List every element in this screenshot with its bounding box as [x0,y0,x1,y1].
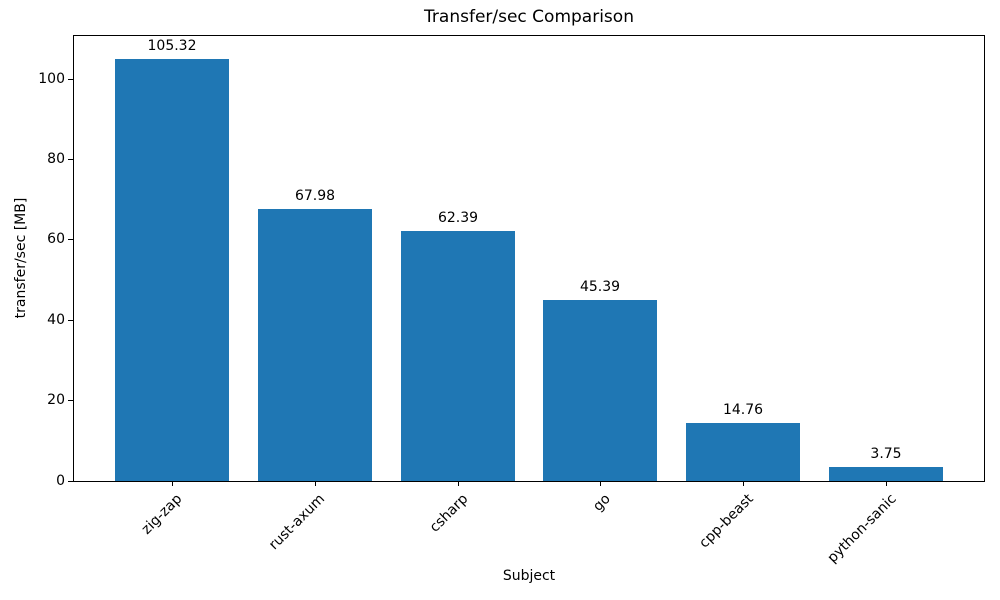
x-tick-mark [172,482,173,486]
bar-value-label: 105.32 [147,38,197,54]
x-tick-mark [458,482,459,486]
bar-csharp [401,231,515,481]
bar-go [543,300,657,481]
x-tick-label: python-sanic [824,491,900,567]
y-tick-label: 60 [47,231,65,247]
bar-value-label: 62.39 [437,210,479,226]
y-tick-mark [68,481,73,482]
x-axis-label: Subject [502,568,556,584]
y-tick-label: 40 [47,312,65,328]
chart-title: Transfer/sec Comparison [424,7,634,27]
bar-cpp-beast [686,423,800,481]
x-tick-label: rust-axum [266,491,329,554]
x-tick-label: cpp-beast [695,491,757,552]
y-tick-label: 20 [47,392,65,408]
y-tick-label: 100 [38,71,65,87]
bar-value-label: 67.98 [294,188,336,204]
bar-python-sanic [829,467,943,481]
bar-zig-zap [115,59,229,481]
x-tick-mark [743,482,744,486]
y-tick-mark [68,159,73,160]
bar-value-label: 3.75 [870,446,902,462]
y-tick-label: 0 [56,473,65,489]
x-tick-mark [315,482,316,486]
y-axis-label: transfer/sec [MB] [13,197,29,319]
x-tick-label: go [589,491,614,515]
x-tick-label: csharp [426,491,472,536]
bar-rust-axum [258,209,372,481]
y-tick-mark [68,400,73,401]
x-tick-label: zig-zap [138,491,186,538]
y-tick-label: 80 [47,151,65,167]
y-tick-mark [68,79,73,80]
bar-value-label: 14.76 [722,402,764,418]
bar-value-label: 45.39 [579,279,621,295]
x-tick-mark [886,482,887,486]
x-tick-mark [600,482,601,486]
y-tick-mark [68,239,73,240]
y-tick-mark [68,320,73,321]
